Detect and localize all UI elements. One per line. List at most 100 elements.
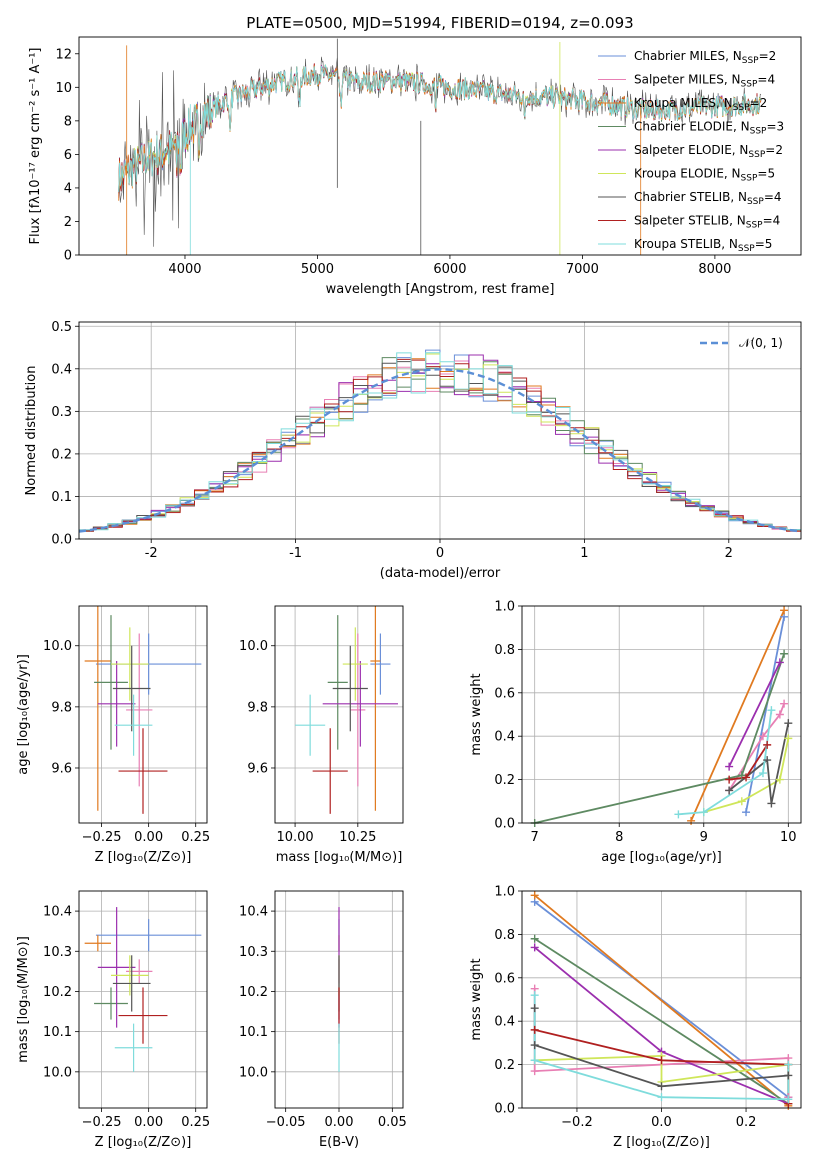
- x-tick-label: 2: [725, 546, 733, 561]
- legend-entry: 𝒩(0, 1): [739, 336, 783, 350]
- axes-frame: [78, 321, 802, 540]
- y-tick-label: 10.2: [43, 985, 72, 1000]
- spectrum-line: [118, 64, 762, 201]
- legend-entry: Kroupa ELODIE, NSSP=5: [634, 167, 775, 184]
- legend-entry: Salpeter STELIB, NSSP=4: [634, 214, 780, 231]
- x-tick-label: -2: [145, 546, 158, 561]
- legend-entry: Chabrier MILES, NSSP=2: [634, 49, 776, 66]
- series-line: [690, 609, 785, 822]
- y-tick-label: 0.6: [494, 971, 515, 986]
- x-tick-label: −0.2: [561, 1115, 593, 1130]
- mass-weight-vs-metallicity-panel: −0.2 0.0 0.2 0.0 0.2 0.4 0.6 0.8 1.0 Z [log₁₀(Z/Z…: [469, 885, 802, 1150]
- y-tick-label: 10.2: [239, 985, 268, 1000]
- y-tick-label: 10.3: [43, 945, 72, 960]
- residual-histogram-panel: -2 -1 0 1 2 0.0 0.1 0.2 0.3 0.4 0.5 (data-model)/er…: [24, 320, 802, 581]
- x-tick-label: -1: [289, 546, 302, 561]
- point-marker: [784, 1095, 793, 1104]
- y-tick-label: 10.3: [239, 945, 268, 960]
- y-tick-label: 0.5: [51, 320, 72, 335]
- x-tick-label: −0.25: [82, 1115, 122, 1130]
- y-tick-label: 0.4: [494, 1015, 515, 1030]
- y-tick-label: 0.4: [51, 362, 72, 377]
- y-tick-label: 0: [64, 249, 72, 264]
- x-axis-label: (data-model)/error: [380, 566, 501, 581]
- point-marker: [767, 706, 776, 715]
- x-tick-label: 5000: [301, 262, 334, 277]
- axes-frame: [521, 890, 802, 1109]
- point-marker: [530, 1004, 539, 1013]
- axes-frame: [274, 890, 404, 1109]
- y-axis-label: Normed distribution: [24, 366, 39, 496]
- legend-entry: Kroupa STELIB, NSSP=5: [634, 237, 772, 254]
- x-axis-label: E(B-V): [319, 1135, 359, 1150]
- normal-curve: [79, 368, 801, 533]
- plot-area: [534, 609, 790, 823]
- legend-entry: Salpeter MILES, NSSP=4: [634, 73, 775, 90]
- x-tick-label: 0.00: [325, 1115, 354, 1130]
- spectrum-line: [118, 64, 761, 193]
- spectrum-line: [118, 56, 762, 247]
- x-tick-label: 0.05: [378, 1115, 407, 1130]
- y-tick-label: 0.6: [494, 686, 515, 701]
- x-tick-label: 10.25: [339, 830, 376, 845]
- point-marker: [780, 606, 789, 615]
- age-vs-mass-panel: 10.00 10.25 9.6 9.8 10.0 mass [log₁₀(M/M⊙)]: [239, 605, 404, 865]
- y-tick-label: 0.2: [494, 1058, 515, 1073]
- y-tick-label: 6: [64, 148, 72, 163]
- point-marker: [530, 934, 539, 943]
- x-tick-label: 0.25: [181, 1115, 210, 1130]
- point-marker: [737, 771, 746, 780]
- y-tick-label: 12: [55, 47, 72, 62]
- point-marker: [763, 740, 772, 749]
- y-tick-label: 0.2: [51, 447, 72, 462]
- point-marker: [530, 1056, 539, 1065]
- y-tick-label: 10.0: [239, 639, 268, 654]
- y-tick-label: 0.4: [494, 730, 515, 745]
- point-marker: [780, 699, 789, 708]
- x-tick-label: 8: [615, 830, 623, 845]
- point-marker: [775, 658, 784, 667]
- y-tick-label: 10.0: [43, 639, 72, 654]
- y-axis-label: mass [log₁₀(M/M⊙)]: [16, 936, 31, 1063]
- x-axis-label: age [log₁₀(age/yr)]: [601, 850, 722, 865]
- series-line: [703, 738, 790, 813]
- series-line: [728, 662, 781, 767]
- x-axis-label: wavelength [Angstrom, rest frame]: [326, 282, 555, 297]
- y-tick-label: 10.1: [239, 1025, 268, 1040]
- x-tick-label: 8000: [698, 262, 731, 277]
- x-tick-label: 1: [580, 546, 588, 561]
- point-marker: [687, 816, 696, 825]
- legend-entry: Chabrier STELIB, NSSP=4: [634, 190, 782, 207]
- histogram-series: [79, 352, 801, 539]
- x-tick-label: 7000: [566, 262, 599, 277]
- y-axis-label: Flux [fλ10⁻¹⁷ erg cm⁻² s⁻¹ A⁻¹]: [28, 48, 43, 245]
- point-marker: [725, 775, 734, 784]
- axes-frame: [78, 36, 802, 256]
- plot-area: [84, 907, 202, 1072]
- y-tick-label: 10.0: [239, 1065, 268, 1080]
- mass-vs-ebv-panel: −0.05 0.00 0.05 10.0 10.1 10.2 10.3 10.4 E(B-V): [239, 890, 407, 1150]
- point-marker: [530, 1041, 539, 1050]
- chart-title: PLATE=0500, MJD=51994, FIBERID=0194, z=0…: [246, 14, 633, 32]
- axes-frame: [274, 605, 404, 824]
- series-line: [534, 937, 789, 1105]
- y-tick-label: 0.0: [494, 817, 515, 832]
- point-marker: [742, 808, 751, 817]
- y-tick-label: 0.8: [494, 928, 515, 943]
- point-marker: [657, 1093, 666, 1102]
- point-marker: [784, 734, 793, 743]
- legend-entry: Kroupa MILES, NSSP=2: [634, 96, 767, 113]
- point-marker: [530, 991, 539, 1000]
- point-marker: [775, 775, 784, 784]
- point-marker: [674, 810, 683, 819]
- point-marker: [780, 649, 789, 658]
- y-tick-label: 9.6: [247, 761, 268, 776]
- point-marker: [530, 1025, 539, 1034]
- point-marker: [725, 762, 734, 771]
- point-marker: [758, 732, 767, 741]
- plot-area: [118, 38, 762, 255]
- x-axis-label: Z [log₁₀(Z/Z⊙)]: [95, 1135, 192, 1150]
- point-marker: [784, 1060, 793, 1069]
- point-marker: [699, 808, 708, 817]
- point-marker: [530, 1067, 539, 1076]
